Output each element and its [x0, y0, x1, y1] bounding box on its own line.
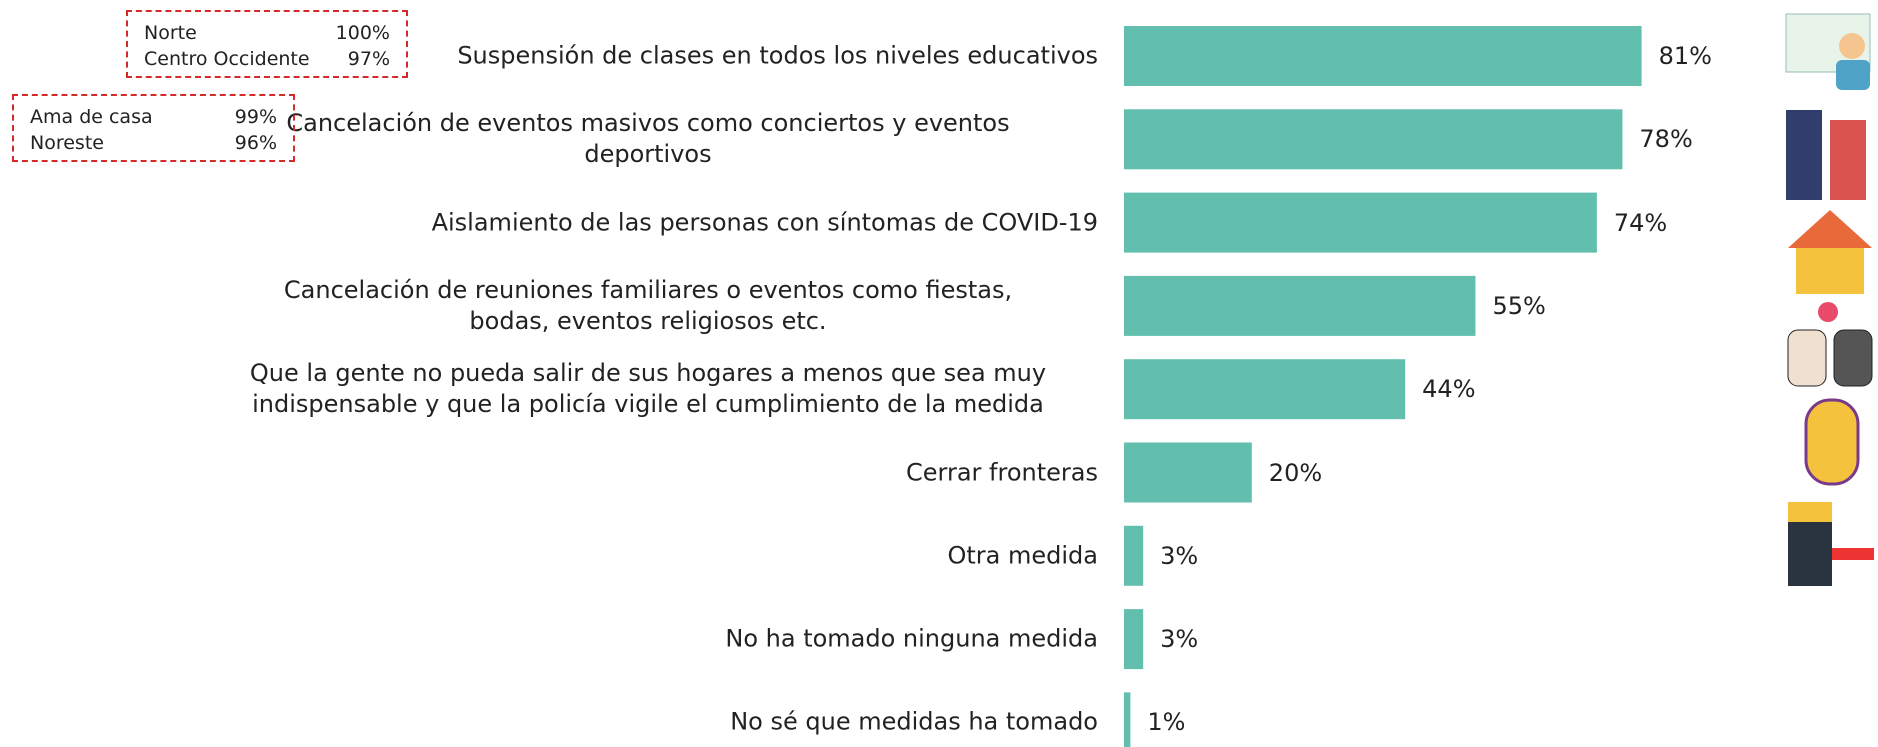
- bar: [1124, 526, 1143, 586]
- icon-border-top: [1788, 502, 1832, 522]
- annotation-row: Norte 100%: [144, 20, 390, 46]
- annotation-box: Ama de casa 99% Noreste 96%: [12, 94, 295, 162]
- annotation-text: Noreste: [30, 130, 104, 156]
- icon-house-roof: [1788, 210, 1872, 248]
- annotation-text: 99%: [235, 104, 277, 130]
- icon-teacher-body: [1836, 60, 1870, 90]
- icon-heart: [1818, 302, 1838, 322]
- page: Suspensión de clases en todos los nivele…: [0, 0, 1878, 747]
- annotation-row: Noreste 96%: [30, 130, 277, 156]
- value-label: 1%: [1147, 708, 1185, 736]
- bar: [1124, 443, 1252, 503]
- value-label: 20%: [1269, 459, 1322, 487]
- icon-crowd: [1786, 110, 1822, 200]
- bar: [1124, 359, 1405, 419]
- value-label: 3%: [1160, 542, 1198, 570]
- bar: [1124, 109, 1622, 169]
- bar: [1124, 609, 1143, 669]
- annotation-row: Centro Occidente 97%: [144, 46, 390, 72]
- annotation-text: 97%: [348, 46, 390, 72]
- icon-teacher-head: [1839, 33, 1865, 59]
- value-label: 55%: [1492, 292, 1545, 320]
- icon-barrier: [1832, 548, 1874, 560]
- annotation-box: Norte 100% Centro Occidente 97%: [126, 10, 408, 78]
- annotation-text: Ama de casa: [30, 104, 153, 130]
- bar: [1124, 276, 1475, 336]
- category-label: Aislamiento de las personas con síntomas…: [198, 207, 1098, 238]
- value-label: 78%: [1639, 125, 1692, 153]
- icon-house: [1796, 248, 1864, 294]
- icon-door: [1806, 400, 1858, 484]
- category-label: No ha tomado ninguna medida: [198, 624, 1098, 655]
- value-label: 81%: [1659, 42, 1712, 70]
- icons: [1786, 14, 1874, 586]
- category-label: Otra medida: [198, 540, 1098, 571]
- category-label: No sé que medidas ha tomado: [198, 707, 1098, 738]
- annotation-text: 96%: [235, 130, 277, 156]
- category-label: Cerrar fronteras: [198, 457, 1098, 488]
- icon-crowd-2: [1830, 120, 1866, 200]
- value-label: 44%: [1422, 375, 1475, 403]
- category-label: Que la gente no pueda salir de sus hogar…: [198, 358, 1098, 420]
- category-label: Cancelación de reuniones familiares o ev…: [198, 275, 1098, 337]
- annotation-text: Norte: [144, 20, 197, 46]
- bar: [1124, 26, 1642, 86]
- icon-groom: [1834, 330, 1872, 386]
- icon-bride: [1788, 330, 1826, 386]
- bar: [1124, 692, 1130, 747]
- annotation-row: Ama de casa 99%: [30, 104, 277, 130]
- bar: [1124, 193, 1597, 253]
- value-label: 3%: [1160, 625, 1198, 653]
- category-label: Cancelación de eventos masivos como conc…: [198, 108, 1098, 170]
- annotation-text: Centro Occidente: [144, 46, 310, 72]
- value-label: 74%: [1614, 209, 1667, 237]
- annotation-text: 100%: [336, 20, 390, 46]
